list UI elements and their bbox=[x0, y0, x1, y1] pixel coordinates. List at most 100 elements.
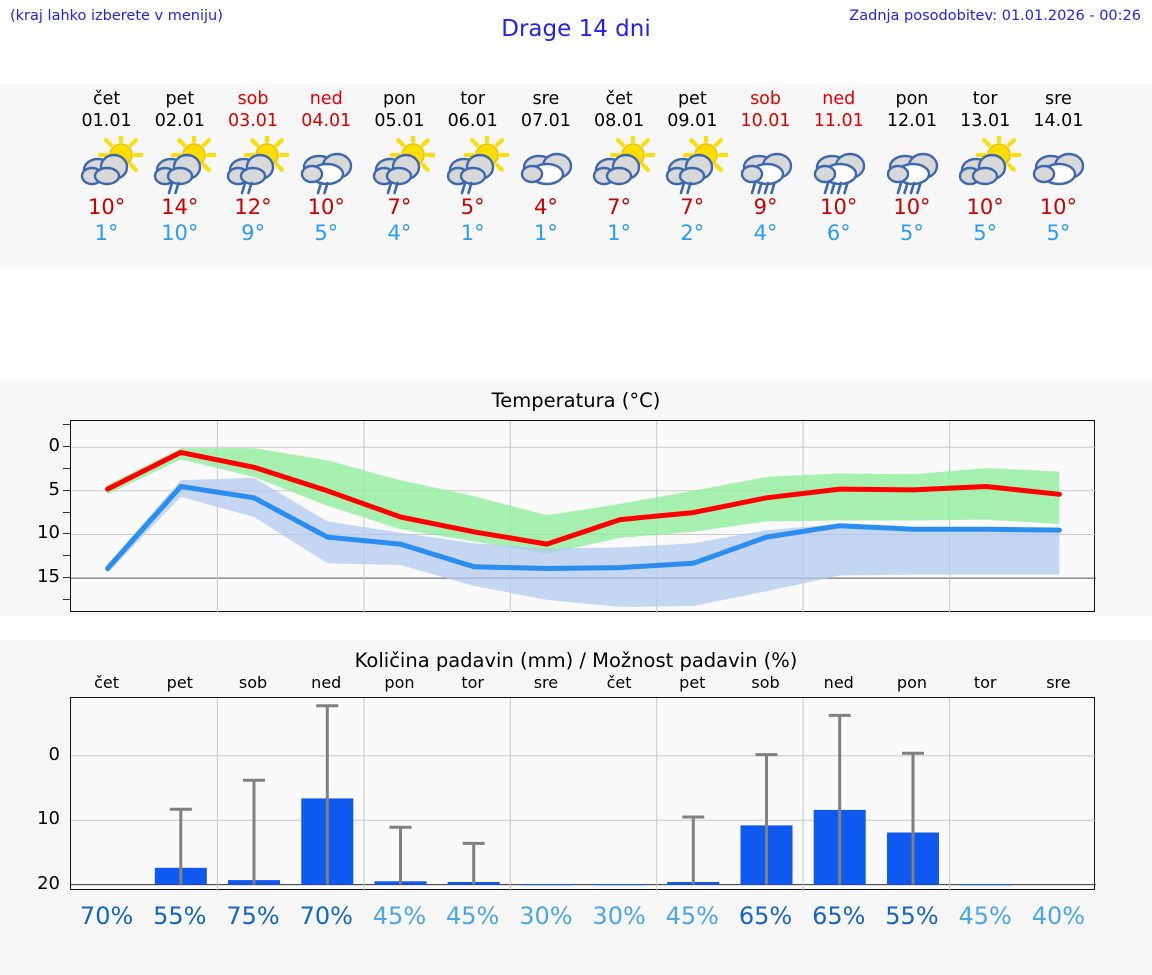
temperature-y-tick-label: 0 bbox=[48, 435, 60, 457]
precipitation-probability-value: 40% bbox=[1031, 902, 1086, 930]
precipitation-plot-area bbox=[70, 697, 1096, 891]
precipitation-probability-value: 30% bbox=[592, 902, 646, 930]
precipitation-probability-value: 45% bbox=[372, 902, 427, 930]
forecast-day-name: tor bbox=[972, 89, 998, 109]
forecast-day-date: 08.01 bbox=[594, 111, 645, 131]
precipitation-probability-value: 55% bbox=[885, 902, 939, 930]
forecast-day-card[interactable]: čet 01.01 10° 1° bbox=[68, 84, 146, 267]
forecast-temp-min: 5° bbox=[973, 221, 998, 245]
forecast-temp-max: 4° bbox=[533, 195, 558, 219]
forecast-day-date: 14.01 bbox=[1033, 111, 1084, 131]
weather-sun-cloud-rain-icon bbox=[141, 132, 219, 195]
forecast-day-card[interactable]: ned 11.01 10° 6° bbox=[800, 84, 878, 267]
forecast-day-card[interactable]: tor 06.01 5° 1° bbox=[434, 84, 512, 267]
precipitation-probability-value: 45% bbox=[665, 902, 719, 930]
temperature-axis-tick bbox=[63, 489, 70, 491]
precipitation-day-label: pon bbox=[896, 673, 927, 692]
forecast-day-card[interactable]: čet 08.01 7° 1° bbox=[580, 84, 658, 267]
forecast-day-card[interactable]: tor 13.01 10° 5° bbox=[946, 84, 1024, 267]
temperature-axis-tick bbox=[63, 446, 70, 448]
forecast-day-date: 09.01 bbox=[667, 111, 718, 131]
forecast-day-card[interactable]: pet 09.01 7° 2° bbox=[653, 84, 731, 267]
weather-sun-cloud-rain-icon bbox=[214, 132, 292, 195]
precipitation-day-label: sre bbox=[533, 673, 559, 692]
forecast-day-date: 11.01 bbox=[813, 111, 864, 131]
forecast-temp-min: 1° bbox=[460, 221, 485, 245]
forecast-day-card[interactable]: sre 14.01 10° 5° bbox=[1019, 84, 1097, 267]
precipitation-day-label: čet bbox=[94, 673, 120, 692]
temperature-axis-tick bbox=[63, 577, 70, 579]
forecast-temp-min: 6° bbox=[826, 221, 851, 245]
forecast-temp-max: 7° bbox=[387, 195, 412, 219]
forecast-day-card[interactable]: sob 03.01 12° 9° bbox=[214, 84, 292, 267]
weather-sun-cloud-icon bbox=[68, 132, 146, 194]
precipitation-probability-value: 75% bbox=[226, 902, 280, 930]
forecast-temp-min: 1° bbox=[94, 221, 119, 245]
forecast-day-name: pon bbox=[382, 89, 416, 109]
forecast-day-date: 06.01 bbox=[447, 111, 498, 131]
weather-cloud-heavy-rain-icon bbox=[800, 132, 878, 195]
weather-sun-cloud-rain-icon bbox=[360, 132, 438, 195]
forecast-temp-max: 7° bbox=[680, 195, 705, 219]
precipitation-probability-value: 70% bbox=[79, 902, 134, 930]
forecast-temp-max: 10° bbox=[893, 195, 931, 219]
forecast-day-card[interactable]: sre 07.01 4° 1° bbox=[507, 84, 585, 267]
precipitation-day-label: ned bbox=[823, 673, 854, 692]
forecast-day-card[interactable]: sob 10.01 9° 4° bbox=[727, 84, 805, 267]
forecast-temp-min: 2° bbox=[680, 221, 705, 245]
page-title: Drage 14 dni bbox=[501, 16, 651, 42]
forecast-day-name: čet bbox=[605, 89, 633, 109]
forecast-temp-max: 7° bbox=[607, 195, 632, 219]
precipitation-probability-value: 55% bbox=[153, 902, 207, 930]
temperature-axis-tick bbox=[63, 468, 70, 469]
forecast-day-date: 04.01 bbox=[301, 111, 352, 131]
forecast-temp-max: 12° bbox=[234, 195, 272, 219]
forecast-temp-min: 9° bbox=[241, 221, 265, 245]
forecast-day-card[interactable]: pon 05.01 7° 4° bbox=[360, 84, 438, 267]
temperature-axis-tick bbox=[63, 533, 70, 535]
daily-forecast-strip: čet 01.01 10° 1° pet 02.01 14° 10° sob 03.01 12… bbox=[0, 84, 1152, 267]
precipitation-day-label: sre bbox=[1046, 673, 1071, 692]
weather-sun-cloud-rain-icon bbox=[653, 132, 731, 195]
forecast-day-name: sre bbox=[1045, 89, 1072, 109]
forecast-temp-min: 5° bbox=[314, 221, 339, 245]
forecast-day-date: 05.01 bbox=[374, 111, 425, 131]
precipitation-y-tick-label: 10 bbox=[37, 808, 60, 830]
forecast-temp-min: 5° bbox=[1046, 221, 1071, 245]
forecast-day-date: 12.01 bbox=[886, 111, 937, 131]
last-update-label: Zadnja posodobitev: 01.01.2026 - 00:26 bbox=[849, 8, 1141, 24]
weather-cloud-icon bbox=[1019, 132, 1097, 194]
forecast-day-name: sob bbox=[237, 89, 269, 109]
forecast-temp-min: 4° bbox=[753, 221, 778, 245]
forecast-day-date: 02.01 bbox=[154, 111, 205, 131]
precipitation-day-label: tor bbox=[461, 673, 484, 692]
forecast-day-name: pet bbox=[677, 89, 707, 109]
forecast-temp-min: 1° bbox=[533, 221, 558, 245]
forecast-day-date: 10.01 bbox=[740, 111, 791, 131]
forecast-day-card[interactable]: ned 04.01 10° 5° bbox=[287, 84, 365, 267]
temperature-chart-title: Temperatura (°C) bbox=[491, 389, 661, 412]
forecast-temp-min: 4° bbox=[387, 221, 412, 245]
precipitation-y-tick-label: 0 bbox=[48, 743, 60, 765]
forecast-day-card[interactable]: pon 12.01 10° 5° bbox=[873, 84, 951, 267]
forecast-day-name: čet bbox=[92, 89, 121, 109]
precipitation-day-label: pet bbox=[166, 673, 193, 692]
precipitation-y-tick-label: 20 bbox=[37, 872, 60, 894]
precipitation-chart-title: Količina padavin (mm) / Možnost padavin … bbox=[354, 649, 798, 672]
forecast-temp-max: 10° bbox=[307, 195, 345, 219]
forecast-day-name: sre bbox=[532, 89, 560, 109]
forecast-temp-max: 9° bbox=[753, 195, 778, 219]
temperature-axis-tick bbox=[63, 598, 70, 600]
location-menu-note[interactable]: (kraj lahko izberete v meniju) bbox=[10, 8, 223, 24]
temperature-y-tick-label: 5 bbox=[48, 478, 60, 500]
precipitation-probability-value: 65% bbox=[812, 902, 866, 930]
forecast-day-name: pon bbox=[895, 89, 929, 109]
forecast-day-card[interactable]: pet 02.01 14° 10° bbox=[141, 84, 219, 267]
forecast-temp-max: 5° bbox=[460, 195, 485, 219]
weather-cloud-rain-icon bbox=[287, 132, 365, 195]
temperature-axis-tick bbox=[63, 555, 70, 557]
weather-cloud-icon bbox=[507, 132, 585, 194]
forecast-day-date: 13.01 bbox=[960, 111, 1011, 131]
